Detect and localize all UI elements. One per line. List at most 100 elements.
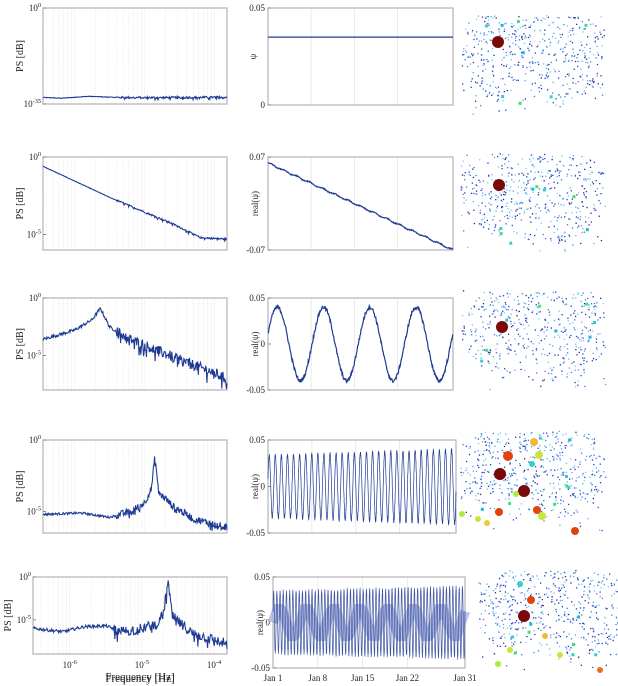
network-node [569, 323, 571, 325]
network-node [533, 30, 536, 32]
network-node [569, 478, 571, 480]
network-node [509, 482, 511, 485]
network-node [544, 353, 546, 356]
network-node [522, 345, 524, 347]
axes-box [32, 576, 228, 655]
network-node [548, 372, 550, 375]
y-tick-label: -0.05 [246, 385, 265, 395]
network-node [528, 376, 530, 378]
network-node [550, 187, 553, 189]
network-node [579, 493, 581, 495]
network-node [481, 306, 483, 308]
network-node [470, 515, 472, 517]
network-node [525, 478, 527, 481]
network-node [592, 23, 594, 25]
network-node [581, 185, 584, 187]
network-node [578, 351, 580, 354]
network-node [578, 476, 580, 478]
network-node [583, 607, 585, 609]
network-node [589, 80, 592, 82]
y-tick-label: 10-5 [27, 350, 41, 361]
network-node [592, 601, 594, 604]
network-node [492, 608, 494, 610]
network-node [515, 44, 517, 46]
network-node [579, 174, 581, 177]
network-node [592, 579, 594, 582]
x-tick-label: 10-6 [63, 659, 77, 670]
network-node [561, 239, 563, 241]
network-node [567, 441, 569, 443]
network-node [592, 447, 595, 449]
network-node [525, 447, 527, 449]
network-node [528, 49, 530, 52]
network-node [529, 200, 531, 202]
network-node [506, 89, 509, 92]
network-node [484, 217, 486, 219]
network-node [501, 200, 504, 202]
network-node [600, 172, 602, 174]
network-node [483, 213, 485, 215]
network-node [517, 192, 519, 194]
network-node [560, 468, 562, 470]
network-node [528, 461, 530, 463]
network-node [528, 605, 530, 608]
network-node [494, 457, 497, 459]
network-node [502, 336, 504, 338]
network-node [602, 302, 604, 305]
network-node [485, 17, 487, 19]
network-node [540, 77, 542, 79]
network-node [548, 352, 551, 355]
network-node [596, 45, 598, 48]
network-node [514, 174, 516, 176]
network-node [505, 474, 507, 476]
network-node [548, 183, 550, 185]
network-node [491, 313, 494, 315]
network-node [478, 308, 480, 310]
network-node [587, 297, 589, 300]
network-node [537, 192, 540, 194]
network-node [540, 503, 543, 505]
network-node [474, 35, 476, 37]
network-node [496, 438, 499, 440]
network-node [547, 75, 549, 77]
network-node [486, 34, 488, 36]
network-node [480, 593, 483, 596]
network-node [527, 308, 530, 311]
network-node [530, 170, 532, 172]
network-node [576, 57, 579, 59]
network-node [541, 438, 543, 441]
network-node [591, 85, 593, 88]
network-node [486, 95, 488, 98]
network-node [473, 305, 475, 307]
network-node [543, 471, 545, 473]
network-node [503, 451, 505, 454]
network-node [584, 216, 587, 218]
network-node [500, 584, 502, 586]
network-node [581, 201, 583, 203]
network-node [468, 22, 470, 24]
network-node [544, 370, 546, 372]
network-node [527, 589, 529, 592]
network-node [581, 155, 583, 158]
network-node [504, 591, 507, 593]
network-node [489, 39, 492, 41]
network-node [597, 506, 599, 509]
network-node [575, 431, 577, 433]
network-node [571, 60, 573, 62]
network-node [596, 188, 599, 190]
network-node [538, 217, 540, 219]
network-node [584, 313, 587, 316]
network-node [468, 312, 470, 314]
network-node [561, 606, 563, 608]
network-node [555, 498, 558, 500]
network-node [541, 328, 543, 331]
network-node [506, 370, 508, 372]
network-node [530, 432, 532, 435]
network-node-highlight [484, 24, 488, 28]
network-node [482, 618, 485, 621]
axes-box [42, 439, 228, 534]
network-node [480, 365, 483, 367]
network-node [582, 580, 584, 582]
network-node [482, 306, 484, 308]
network-node [587, 594, 589, 596]
